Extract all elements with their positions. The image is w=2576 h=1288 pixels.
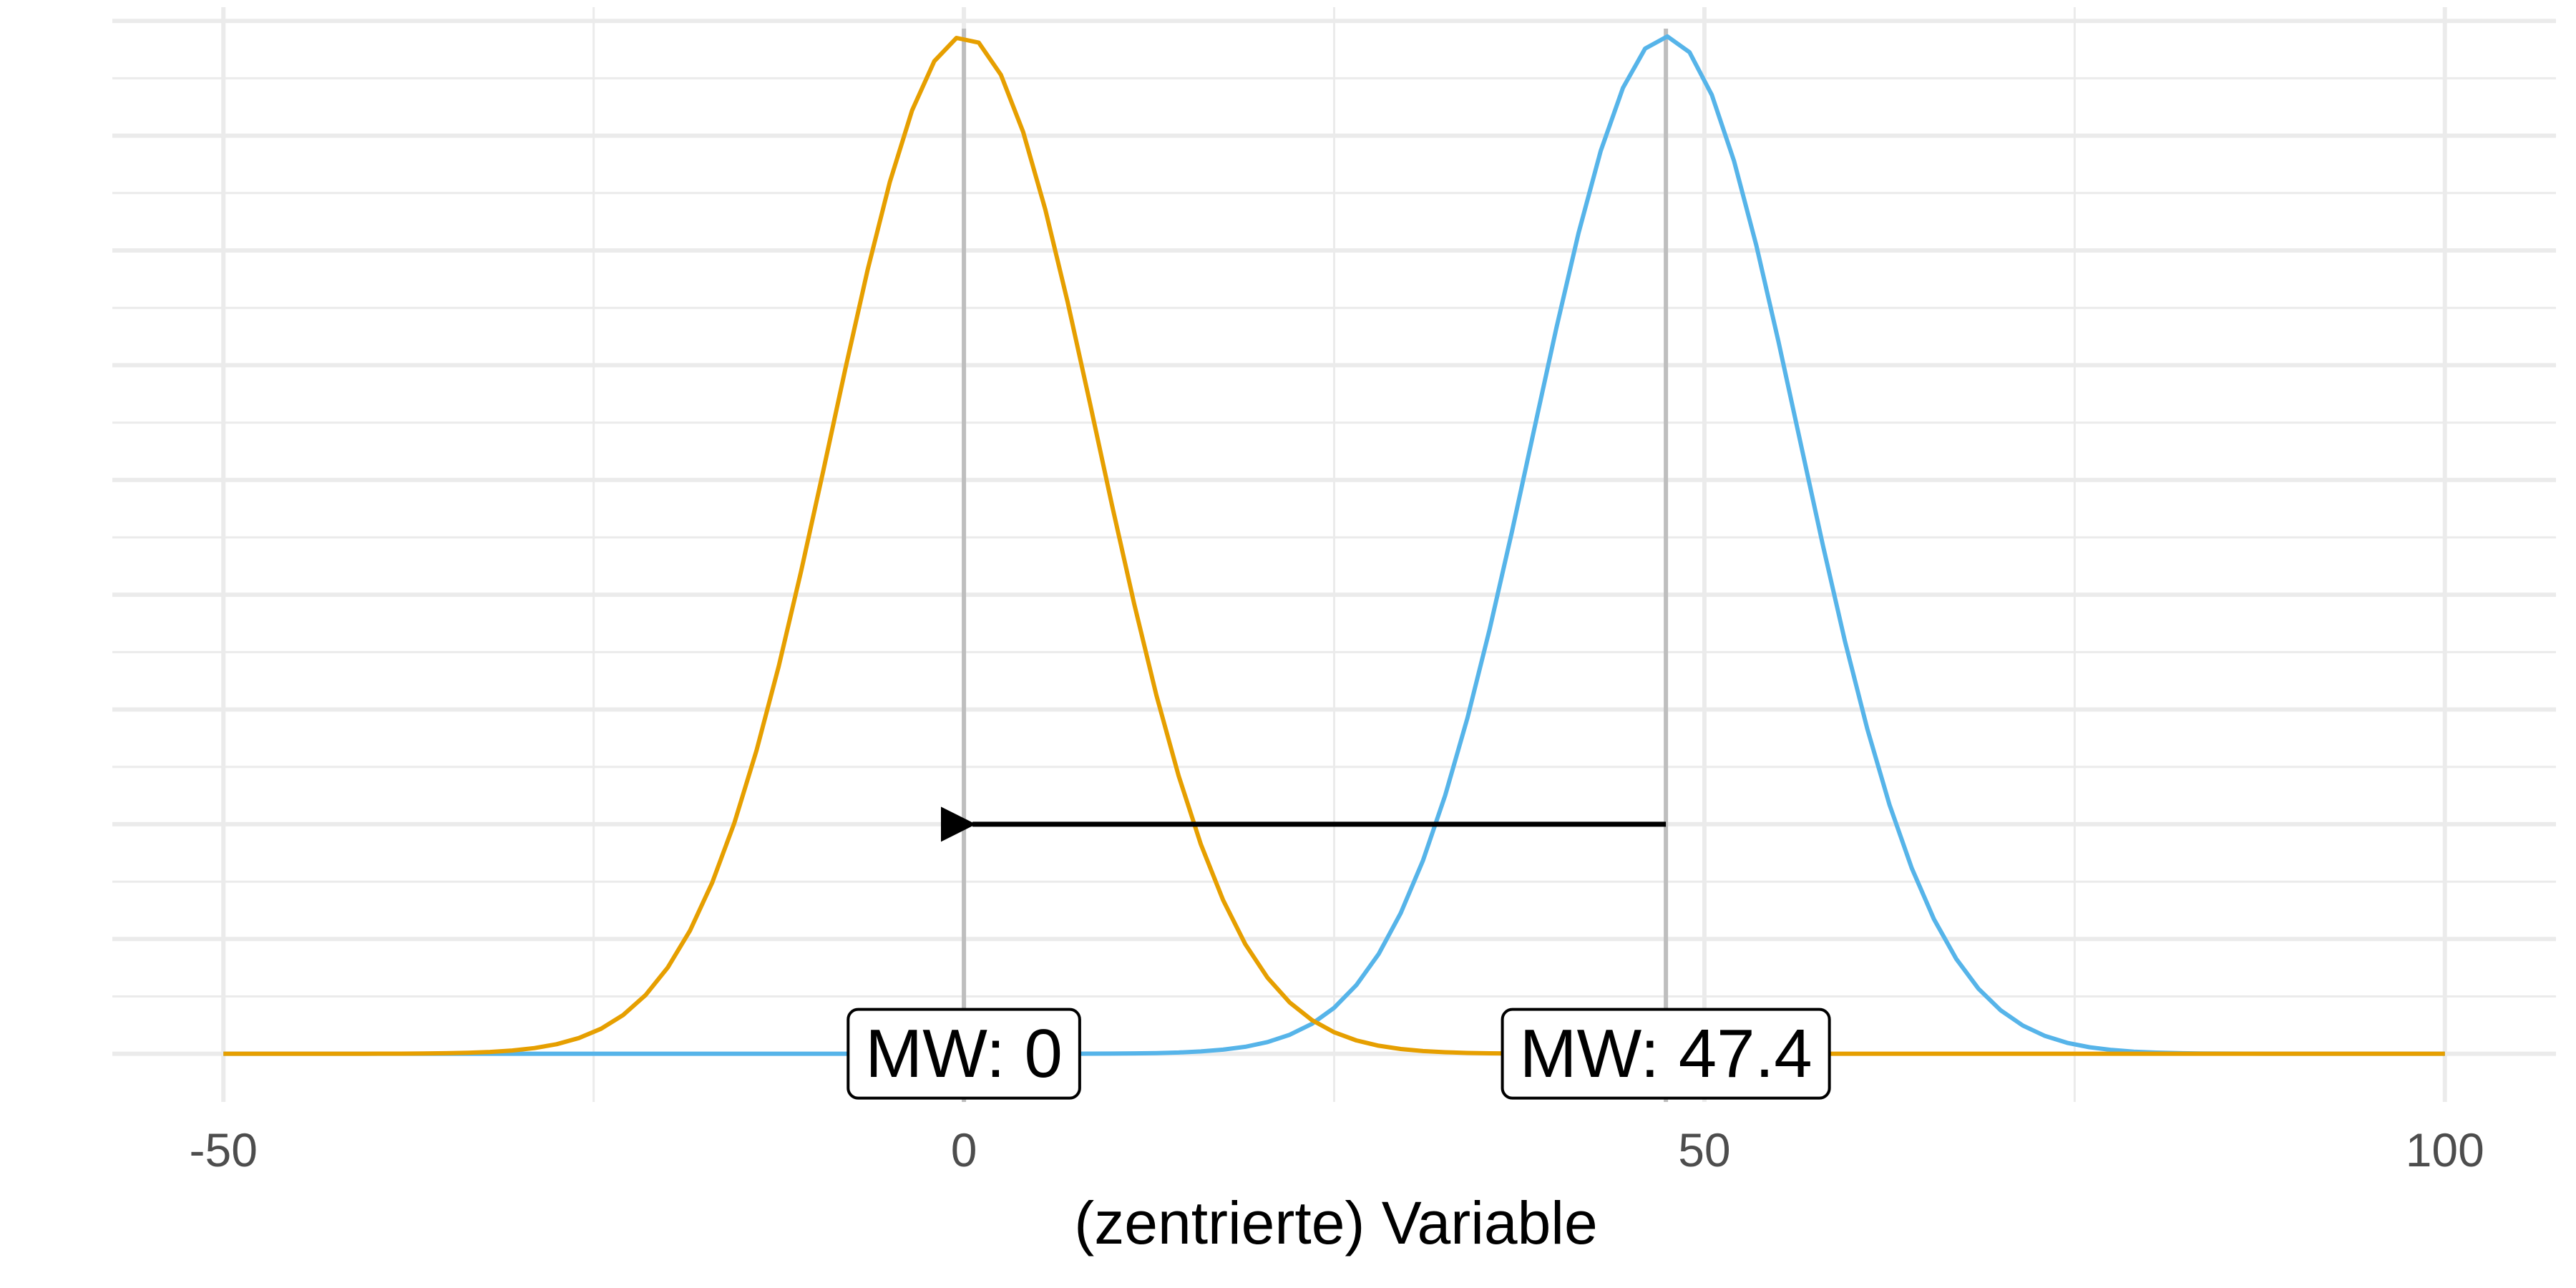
mean-labels: MW: 0 MW: 47.4 [847,1008,1831,1100]
mean-lines [962,29,1669,1102]
x-tick-label: 0 [951,1123,977,1176]
mean-label-box [847,1008,1081,1100]
density-curves [223,34,2445,1056]
density-curve [223,36,2445,1056]
x-axis-ticks: -50 0 50 100 [190,1123,2484,1176]
x-tick-label: -50 [190,1123,258,1176]
x-axis-title: (zentrierte) Variable [1074,1189,1597,1257]
mean-label-text: MW: 47.4 [1520,1015,1813,1092]
x-tick-label: 100 [2406,1123,2484,1176]
mean-label-box [1501,1008,1831,1100]
x-tick-label: 50 [1678,1123,1730,1176]
mean-label-text: MW: 0 [865,1015,1063,1092]
density-curve [223,34,2445,1056]
grid-minor [112,7,2556,1102]
